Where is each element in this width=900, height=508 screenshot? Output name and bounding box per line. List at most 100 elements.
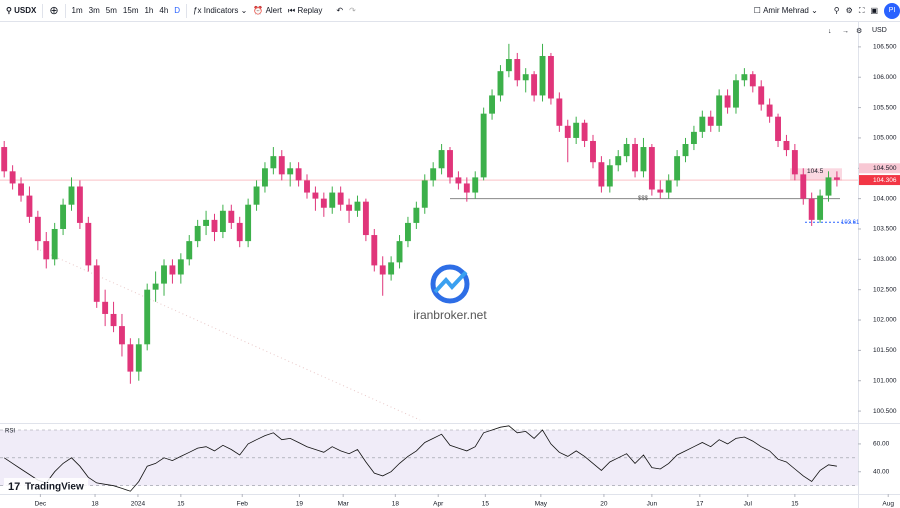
candle-body: [640, 147, 647, 172]
candle-body: [1, 147, 8, 172]
candle-body: [371, 235, 378, 266]
candle-body: [623, 144, 630, 157]
x-tick-label: Apr: [433, 501, 444, 508]
avatar[interactable]: PI: [884, 2, 900, 19]
candle-body: [581, 122, 588, 141]
redo[interactable]: ↷: [349, 6, 356, 15]
candle-body: [716, 95, 723, 126]
candle-body: [161, 265, 167, 284]
interval[interactable]: 4h: [159, 6, 169, 15]
candle-body: [76, 186, 83, 223]
price-axis: [858, 22, 900, 508]
interval[interactable]: 15m: [122, 6, 139, 15]
x-tick-label: 15: [482, 501, 490, 508]
y-tick-label: 103.000: [873, 256, 897, 263]
fullscreen[interactable]: ⛶: [858, 5, 865, 15]
x-tick-label: 15: [791, 501, 799, 508]
candle-body: [194, 225, 201, 242]
candle-body: [312, 192, 319, 199]
interval[interactable]: 1h: [144, 6, 154, 15]
x-tick-label: May: [535, 501, 548, 508]
candle-body: [405, 222, 411, 242]
candle-body: [598, 162, 605, 187]
y-tick-label: 106.000: [873, 74, 897, 81]
candle-body: [388, 262, 395, 275]
candle-body: [514, 59, 521, 81]
snapshot[interactable]: ▣: [870, 6, 878, 15]
x-tick-label: Mar: [338, 501, 350, 508]
candle-body: [270, 156, 277, 169]
candle-body: [648, 147, 655, 190]
pane-button[interactable]: ↓: [828, 28, 832, 35]
indicators[interactable]: ƒx Indicators ⌄: [193, 6, 248, 15]
symbol-text: USDX: [14, 6, 37, 15]
candle-body: [808, 198, 815, 220]
candle-body: [472, 177, 479, 193]
candle-body: [489, 95, 495, 114]
pane-button[interactable]: →: [842, 28, 849, 35]
y-tick-label: 103.500: [873, 226, 897, 233]
candle-body: [699, 116, 706, 132]
candle-body: [817, 195, 824, 220]
candle-body: [354, 201, 361, 211]
candle-body: [741, 74, 748, 81]
candle-body: [127, 344, 134, 372]
candle-body: [665, 180, 672, 193]
candle-body: [320, 198, 327, 208]
undo[interactable]: ↶: [336, 6, 344, 15]
layout[interactable]: ☐ Amir Mehrad ⌄: [753, 6, 818, 15]
candle-body: [766, 104, 773, 117]
candle-body: [110, 313, 117, 327]
candle-body: [102, 301, 109, 314]
candle-body: [497, 71, 504, 96]
candle-body: [615, 156, 622, 166]
symbol[interactable]: ⚲ USDX: [6, 6, 37, 15]
x-tick-label: 15: [177, 501, 185, 508]
candle-body: [135, 344, 142, 372]
candle-body: [346, 204, 353, 211]
candle-body: [505, 59, 512, 72]
candle-body: [413, 207, 420, 223]
pane-button[interactable]: ⚙: [856, 27, 862, 35]
candle-body: [682, 144, 689, 157]
x-tick-label: 2024: [131, 501, 146, 508]
candle-body: [60, 204, 67, 229]
interval[interactable]: 1m: [71, 6, 83, 15]
candle-body: [85, 222, 92, 266]
settings[interactable]: ⚙: [845, 6, 853, 15]
add-symbol[interactable]: ⊕: [49, 5, 59, 17]
candle-body: [825, 177, 832, 196]
alert[interactable]: ⏰ Alert: [253, 6, 283, 15]
candle-body: [186, 241, 193, 260]
candle-body: [430, 168, 437, 181]
replay-text: Replay: [297, 5, 323, 15]
level-label: 103.61: [841, 220, 860, 226]
watermark-logo: [430, 264, 470, 304]
candle-body: [144, 289, 151, 345]
drawing-line: [39, 249, 421, 421]
x-tick-label: Jul: [744, 501, 753, 508]
separator: [186, 3, 188, 18]
candle-body: [329, 192, 336, 208]
search[interactable]: ⚲: [833, 6, 840, 15]
candle-body: [152, 283, 159, 290]
interval[interactable]: 3m: [88, 6, 100, 15]
interval[interactable]: D: [174, 6, 181, 15]
interval[interactable]: 5m: [105, 6, 117, 15]
y-tick-label: 105.000: [873, 135, 897, 142]
watermark-text: iranbroker.net: [413, 308, 487, 322]
x-tick-label: 18: [392, 501, 400, 508]
candle-body: [547, 55, 554, 99]
level-label: $$$: [638, 196, 649, 202]
y-tick-label: 102.000: [873, 317, 897, 324]
replay[interactable]: ⏮ Replay: [288, 5, 323, 15]
currency: USD: [872, 27, 887, 34]
candle-body: [228, 210, 235, 223]
candle-body: [480, 113, 487, 178]
candle-body: [438, 150, 445, 169]
candle-body: [203, 219, 210, 226]
candle-body: [253, 186, 260, 205]
y-tick-label: 105.500: [873, 104, 897, 111]
candle-body: [632, 144, 638, 172]
